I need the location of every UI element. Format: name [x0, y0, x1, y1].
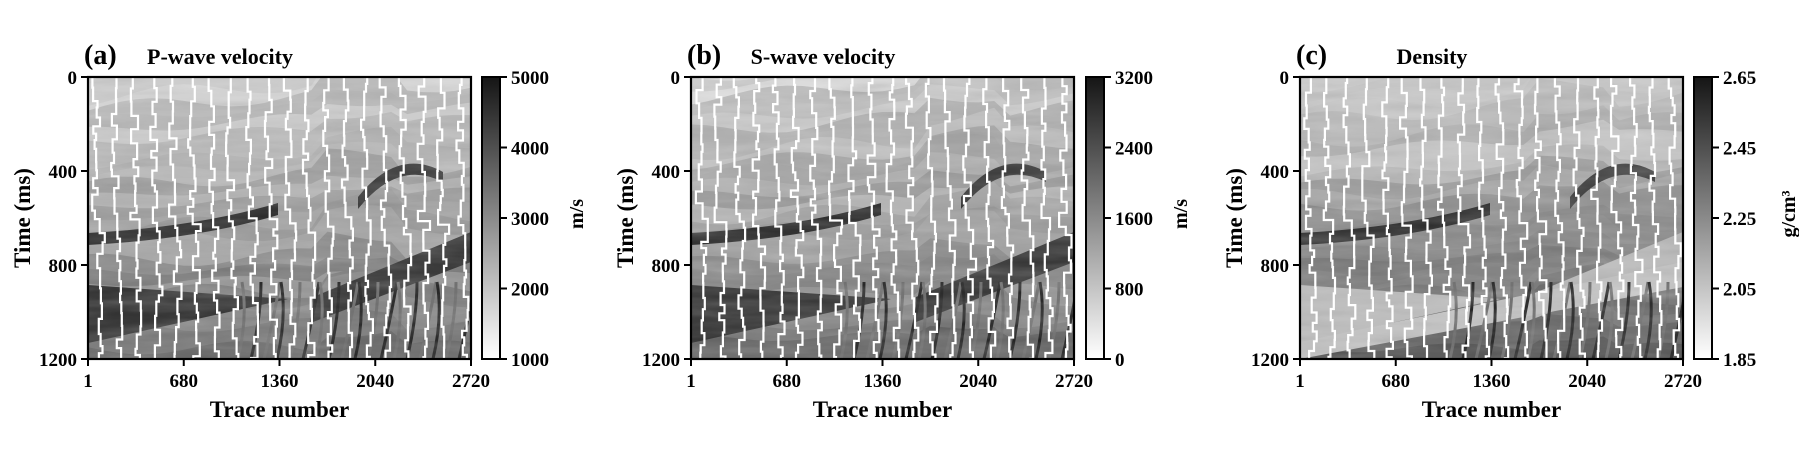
colorbar-tick-label: 3200	[1115, 68, 1153, 89]
panel-label: (a)	[84, 40, 117, 71]
panel-label: (c)	[1296, 40, 1327, 71]
panel-title: Density	[1397, 44, 1468, 69]
colorbar-tick-label: 800	[1115, 280, 1144, 301]
colorbar-tick-label: 2.45	[1723, 139, 1756, 160]
x-tick-label: 680	[773, 371, 802, 392]
x-tick-label: 680	[1382, 371, 1411, 392]
y-tick-label: 0	[68, 68, 78, 89]
colorbar-tick-label: 2.05	[1723, 280, 1756, 301]
y-tick-label: 1200	[642, 350, 680, 371]
colorbar-tick-label: 1000	[511, 350, 549, 371]
y-tick-label: 800	[652, 256, 681, 277]
x-tick-label: 1	[83, 371, 93, 392]
colorbar-tick-label: 2000	[511, 280, 549, 301]
colorbar-tick-label: 3000	[511, 209, 549, 230]
heatmap-image	[88, 77, 471, 359]
x-tick-label: 2720	[1664, 371, 1702, 392]
panel-1: (a) P-wave velocity 1 680 1360 2040 2720 0 400 80…	[10, 40, 588, 422]
y-tick-label: 0	[671, 68, 681, 89]
x-axis-label: Trace number	[1422, 397, 1561, 422]
panel-title: P-wave velocity	[147, 44, 293, 69]
well-log-overlay	[1303, 77, 1682, 359]
x-axis-label: Trace number	[210, 397, 349, 422]
x-tick-label: 2720	[1055, 371, 1093, 392]
colorbar: 1000 2000 3000 4000 5000 m/s	[481, 68, 588, 371]
x-tick-label: 2040	[356, 371, 394, 392]
colorbar-label: m/s	[1170, 199, 1192, 229]
colorbar-label: m/s	[566, 199, 588, 229]
y-tick-label: 800	[49, 256, 78, 277]
y-tick-label: 400	[49, 162, 78, 183]
y-tick-label: 400	[652, 162, 681, 183]
colorbar-tick-label: 4000	[511, 139, 549, 160]
panel-title: S-wave velocity	[751, 44, 896, 69]
y-tick-label: 800	[1261, 256, 1290, 277]
x-tick-label: 2040	[1568, 371, 1606, 392]
x-tick-label: 1	[1295, 371, 1305, 392]
colorbar-tick-label: 2.25	[1723, 209, 1756, 230]
x-tick-label: 1360	[864, 371, 902, 392]
colorbar-tick-label: 5000	[511, 68, 549, 89]
colorbar-tick-label: 2400	[1115, 139, 1153, 160]
colorbar-tick-label: 0	[1115, 350, 1125, 371]
panel-label: (b)	[687, 40, 721, 71]
y-tick-label: 1200	[1251, 350, 1289, 371]
y-axis-label: Time (ms)	[613, 168, 638, 268]
colorbar-tick-label: 2.65	[1723, 68, 1756, 89]
panel-3: (c) Density 1 680 1360 2040 2720 0 400 800 1200 Tra…	[1222, 40, 1799, 422]
x-tick-label: 680	[170, 371, 199, 392]
panel-2: (b) S-wave velocity 1 680 1360 2040 2720 0 400 80…	[613, 40, 1192, 422]
y-axis-label: Time (ms)	[10, 168, 35, 268]
y-axis-label: Time (ms)	[1222, 168, 1247, 268]
x-tick-label: 2040	[959, 371, 997, 392]
x-tick-label: 2720	[452, 371, 490, 392]
x-tick-label: 1360	[261, 371, 299, 392]
y-tick-label: 400	[1261, 162, 1290, 183]
x-tick-label: 1	[686, 371, 696, 392]
x-tick-label: 1360	[1473, 371, 1511, 392]
heatmap-image	[1300, 77, 1683, 359]
colorbar: 0 800 1600 2400 3200 m/s	[1085, 68, 1192, 371]
y-tick-label: 1200	[39, 350, 77, 371]
x-axis-label: Trace number	[813, 397, 952, 422]
y-tick-label: 0	[1280, 68, 1290, 89]
heatmap-image	[691, 77, 1074, 359]
colorbar-tick-label: 1.85	[1723, 350, 1756, 371]
colorbar: 1.85 2.05 2.25 2.45 2.65 g/cm³	[1693, 68, 1799, 371]
colorbar-tick-label: 1600	[1115, 209, 1153, 230]
colorbar-label: g/cm³	[1778, 190, 1799, 237]
well-log-overlay	[694, 77, 1073, 359]
well-log-overlay	[91, 77, 470, 359]
